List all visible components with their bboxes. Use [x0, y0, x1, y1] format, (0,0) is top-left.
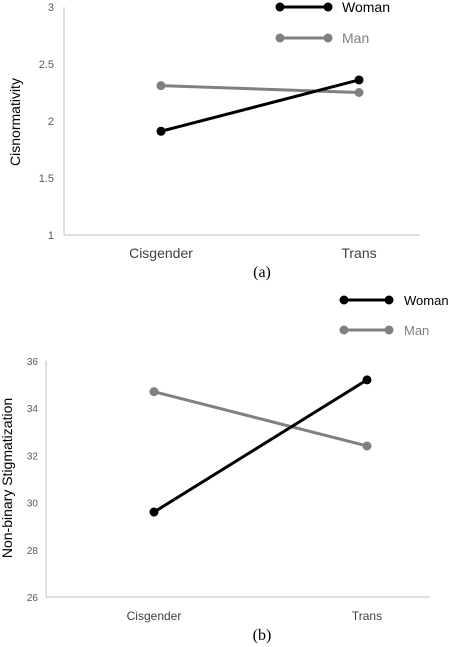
panel-label-b: (b)	[253, 627, 272, 644]
series-line-woman	[152, 378, 369, 514]
data-point-man	[362, 441, 372, 451]
y-tick-label: 2	[48, 116, 54, 128]
data-point-woman	[362, 375, 372, 385]
legend-marker-woman	[275, 2, 285, 12]
data-point-woman	[354, 75, 364, 85]
series-line-man	[159, 84, 361, 94]
y-tick-label: 1.5	[39, 173, 54, 185]
y-axis-title-a: Cisnormativity	[7, 78, 23, 166]
chart-panel-a: Cisnormativity 11.522.53 Cisgender Trans …	[7, 0, 420, 281]
series-line-woman	[159, 78, 361, 133]
legend-marker-man	[384, 325, 394, 335]
legend-marker-man	[339, 325, 349, 335]
y-tick-label: 32	[27, 451, 39, 462]
panel-label-a: (a)	[253, 264, 271, 281]
legend-label-woman: Woman	[404, 293, 449, 308]
data-point-woman	[156, 126, 166, 136]
y-tick-label: 34	[27, 404, 39, 415]
x-tick-label: Trans	[352, 609, 382, 623]
series-line-man	[152, 390, 369, 448]
x-tick-label: Trans	[341, 245, 376, 261]
data-point-man	[354, 88, 364, 97]
chart-panel-b: Non-binary Stigmatization 26 28 30 32 34 36 C…	[0, 293, 449, 644]
y-tick-label: 2.5	[39, 59, 54, 71]
legend-marker-woman	[323, 2, 333, 12]
y-axis-title-b: Non-binary Stigmatization	[0, 398, 15, 558]
x-tick-label: Cisgender	[129, 245, 193, 261]
legend-marker-man	[275, 33, 285, 43]
data-point-woman	[149, 507, 159, 517]
legend-label-man: Man	[342, 30, 369, 46]
data-point-man	[149, 387, 159, 397]
legend-label-woman: Woman	[342, 0, 390, 15]
legend-a: Woman Man	[275, 0, 390, 46]
x-tick-label: Cisgender	[127, 609, 182, 623]
y-tick-label: 36	[27, 357, 39, 368]
legend-label-man: Man	[404, 323, 429, 338]
legend-marker-woman	[384, 295, 394, 305]
y-tick-label: 3	[48, 2, 54, 14]
legend-marker-man	[323, 33, 333, 43]
legend-marker-woman	[339, 295, 349, 305]
y-tick-label: 28	[27, 546, 39, 557]
legend-b: Woman Man	[339, 293, 449, 338]
data-point-man	[156, 81, 166, 91]
y-tick-label: 1	[48, 230, 54, 242]
y-tick-label: 30	[27, 499, 39, 510]
y-tick-label: 26	[27, 593, 39, 604]
